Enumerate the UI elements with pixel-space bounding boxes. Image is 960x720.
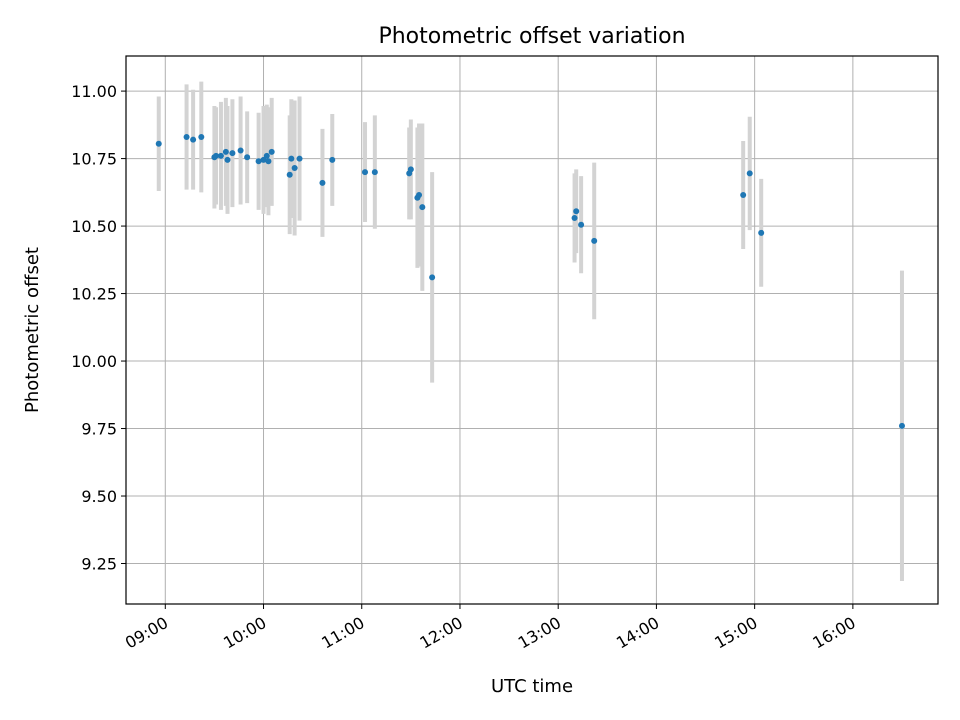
data-points bbox=[155, 133, 905, 429]
x-tick-label: 09:00 bbox=[122, 613, 171, 653]
x-tick-label: 10:00 bbox=[220, 613, 269, 653]
data-point bbox=[217, 152, 224, 159]
data-point bbox=[229, 150, 236, 157]
x-tick-label: 13:00 bbox=[515, 613, 564, 653]
data-point bbox=[319, 179, 326, 186]
data-point bbox=[291, 165, 298, 172]
x-tick-label: 14:00 bbox=[613, 613, 662, 653]
data-point bbox=[183, 133, 190, 140]
x-tick-label: 15:00 bbox=[711, 613, 760, 653]
y-tick-label: 9.75 bbox=[81, 420, 117, 439]
data-point bbox=[573, 208, 580, 215]
data-point bbox=[758, 229, 765, 236]
data-point bbox=[419, 204, 426, 211]
data-point bbox=[237, 147, 244, 154]
data-point bbox=[255, 158, 262, 165]
data-point bbox=[591, 237, 598, 244]
data-point bbox=[265, 158, 272, 165]
y-tick-label: 11.00 bbox=[71, 82, 117, 101]
data-point bbox=[746, 170, 753, 177]
plot-frame bbox=[125, 55, 939, 605]
grid-lines bbox=[126, 56, 938, 604]
error-bars bbox=[156, 81, 904, 582]
y-axis-ticks: 9.25 9.50 9.75 10.00 10.25 10.50 10.75 11.00 bbox=[71, 82, 126, 574]
data-point bbox=[429, 274, 436, 281]
data-point bbox=[416, 192, 423, 199]
x-axis-label: UTC time bbox=[491, 676, 573, 697]
data-point bbox=[155, 140, 162, 147]
data-point bbox=[740, 192, 747, 199]
data-point bbox=[407, 166, 414, 173]
data-point bbox=[263, 152, 270, 159]
data-point bbox=[222, 148, 229, 155]
y-tick-label: 9.50 bbox=[81, 487, 117, 506]
x-tick-label: 16:00 bbox=[809, 613, 858, 653]
data-point bbox=[260, 156, 267, 163]
data-point bbox=[244, 154, 251, 161]
y-tick-label: 10.50 bbox=[71, 217, 117, 236]
x-tick-label: 12:00 bbox=[417, 613, 466, 653]
data-point bbox=[578, 221, 585, 228]
data-point bbox=[371, 169, 378, 176]
y-axis-label: Photometric offset bbox=[22, 247, 43, 413]
data-point bbox=[224, 156, 231, 163]
x-tick-label: 11:00 bbox=[318, 613, 367, 653]
data-point bbox=[213, 152, 220, 159]
data-point bbox=[329, 156, 336, 163]
y-tick-label: 10.00 bbox=[71, 352, 117, 371]
data-point bbox=[198, 133, 205, 140]
data-point bbox=[571, 214, 578, 221]
y-tick-label: 10.75 bbox=[71, 150, 117, 169]
data-point bbox=[190, 136, 197, 143]
chart-title: Photometric offset variation bbox=[378, 24, 685, 49]
data-point bbox=[898, 422, 905, 429]
data-point bbox=[362, 169, 369, 176]
data-point bbox=[296, 155, 303, 162]
y-tick-label: 10.25 bbox=[71, 285, 117, 304]
y-tick-label: 9.25 bbox=[81, 555, 117, 574]
data-point bbox=[268, 148, 275, 155]
data-point bbox=[288, 155, 295, 162]
x-axis-ticks: 09:00 10:00 11:00 12:00 13:00 14:00 15:00 16:00 bbox=[122, 604, 859, 653]
data-point bbox=[286, 171, 293, 178]
